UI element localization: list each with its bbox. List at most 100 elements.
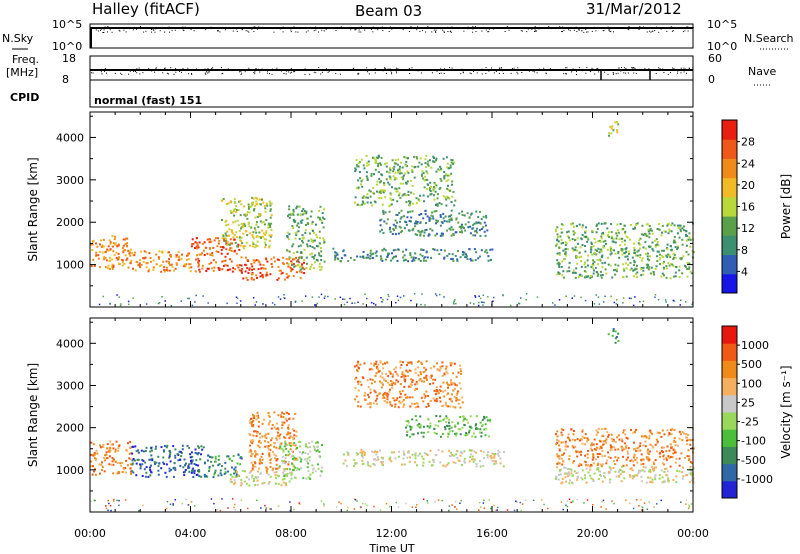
velocity-cell — [401, 361, 404, 364]
nave-point — [170, 67, 172, 69]
power-cell — [441, 221, 444, 224]
velocity-cell — [422, 431, 425, 434]
nave-point — [621, 67, 622, 68]
power-cell — [251, 196, 254, 199]
power-cell — [370, 172, 373, 175]
nave-point — [688, 67, 690, 69]
velocity-cell — [384, 362, 386, 365]
velocity-cell — [359, 405, 362, 408]
velocity-cell — [151, 457, 154, 460]
power-cell — [118, 262, 120, 265]
power-cell — [197, 265, 200, 268]
nsearch-point — [154, 31, 156, 33]
velocity-cell — [452, 372, 455, 375]
power-cell — [631, 256, 634, 259]
nsearch-point — [257, 28, 258, 30]
power-cell — [394, 187, 397, 190]
power-cell — [125, 237, 128, 240]
power-cell — [203, 254, 206, 256]
power-cell — [396, 163, 399, 166]
power-cell — [138, 264, 141, 267]
velocity-cell — [283, 461, 286, 464]
power-cell — [438, 253, 441, 255]
power-cell — [113, 238, 116, 241]
velocity-cell — [300, 467, 303, 470]
velocity-cell — [574, 446, 577, 448]
nsearch-point — [290, 31, 292, 33]
nsearch-point — [506, 26, 508, 28]
velocity-cell — [432, 461, 435, 464]
power-cell — [263, 204, 266, 207]
velocity-cell — [252, 465, 255, 468]
power-cell — [294, 265, 297, 268]
velocity-scatter-point — [521, 503, 524, 505]
power-colorbar-segment — [722, 254, 737, 275]
power-cell — [266, 204, 269, 207]
velocity-cell — [304, 443, 307, 446]
velocity-cell — [583, 437, 586, 439]
velocity-cell — [302, 477, 305, 480]
velocity-cell — [485, 416, 488, 419]
power-cell — [568, 270, 571, 273]
nsearch-point — [535, 31, 537, 32]
power-cell — [224, 263, 227, 266]
velocity-cell — [182, 466, 185, 469]
nsearch-point — [123, 29, 125, 31]
power-cell — [557, 272, 560, 275]
velocity-cell — [427, 394, 429, 397]
power-cell — [286, 235, 289, 237]
velocity-cell — [109, 463, 112, 466]
velocity-cell — [305, 444, 307, 447]
velocity-cell — [674, 461, 677, 464]
velocity-cell — [667, 477, 670, 480]
velocity-cell — [570, 428, 573, 431]
velocity-cell — [357, 389, 360, 392]
nsearch-point — [435, 32, 437, 33]
velocity-cell — [381, 376, 384, 379]
power-cell — [663, 274, 665, 277]
power-cell — [106, 267, 109, 269]
power-cell — [593, 269, 595, 272]
power-cell — [648, 225, 651, 227]
velocity-cell — [379, 380, 381, 383]
nave-point — [366, 67, 368, 69]
power-cell — [268, 239, 271, 242]
power-cell — [445, 198, 448, 201]
power-cell — [374, 161, 377, 164]
power-cell — [215, 261, 217, 264]
power-cell — [396, 190, 399, 193]
power-cell — [642, 266, 645, 269]
power-cell — [576, 255, 579, 258]
velocity-cell — [250, 423, 253, 426]
velocity-cell — [399, 383, 402, 386]
nave-point — [104, 68, 106, 70]
power-scatter-point — [311, 296, 314, 298]
velocity-cell — [217, 474, 220, 477]
power-cell — [299, 268, 302, 271]
power-cell — [319, 247, 322, 249]
velocity-scatter-point — [118, 504, 120, 507]
velocity-cell — [285, 484, 288, 487]
velocity-cell — [498, 451, 501, 454]
nave-point — [488, 70, 490, 72]
velocity-cell — [576, 455, 579, 458]
nsearch-point — [350, 29, 352, 31]
power-scatter-point — [382, 298, 384, 301]
velocity-cell — [284, 457, 287, 460]
velocity-cell — [423, 451, 426, 454]
velocity-cell — [276, 431, 279, 434]
power-cell — [292, 219, 295, 222]
power-cell — [386, 254, 389, 257]
velocity-cell — [407, 385, 410, 388]
nsearch-point — [253, 26, 255, 28]
velocity-cell — [629, 459, 632, 462]
power-cell — [452, 191, 455, 193]
nave-point — [258, 70, 259, 71]
power-scatter-point — [277, 296, 280, 298]
nave-point — [387, 68, 389, 70]
power-cell — [300, 257, 303, 259]
power-cell — [449, 189, 452, 192]
power-cell — [562, 241, 564, 244]
power-cell — [287, 238, 290, 241]
velocity-cell — [317, 463, 319, 466]
